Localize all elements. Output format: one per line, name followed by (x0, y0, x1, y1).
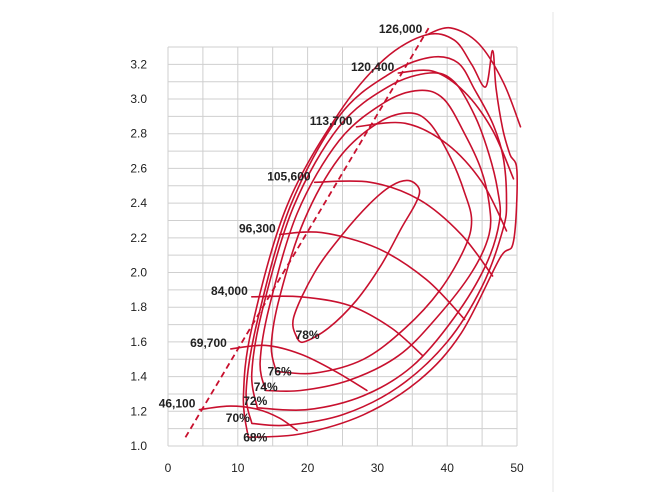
speed-line (198, 405, 298, 432)
speed-line (230, 344, 368, 392)
y-tick-label: 1.2 (130, 404, 147, 418)
speed-line-label: 120,400 (351, 60, 395, 74)
axis-tick-labels: 0 10 20 30 40 50 1.0 1.2 1.4 1.6 1.8 2.0 2.2 2.4 2.6 2.… (130, 57, 524, 475)
speed-line-label: 113,700 (310, 114, 353, 128)
efficiency-island-line (245, 55, 508, 427)
speed-line-label: 105,600 (267, 169, 311, 183)
y-tick-label: 2.4 (130, 196, 147, 210)
speed-line-label: 126,000 (379, 22, 423, 36)
efficiency-island-line (292, 179, 421, 344)
speed-line-label: 96,300 (239, 221, 276, 235)
x-tick-label: 0 (165, 461, 172, 475)
efficiency-island-line (242, 32, 518, 439)
y-tick-label: 2.6 (130, 161, 147, 175)
speed-line-label: 69,700 (190, 336, 227, 350)
y-tick-label: 1.0 (130, 439, 147, 453)
efficiency-label: 70% (226, 411, 250, 425)
speed-line-label: 46,100 (159, 397, 196, 411)
x-tick-label: 10 (231, 461, 245, 475)
efficiency-label: 78% (296, 328, 320, 342)
efficiency-island-line (270, 112, 473, 375)
efficiency-label: 72% (243, 394, 267, 408)
y-tick-label: 2.0 (130, 266, 147, 280)
x-tick-label: 50 (510, 461, 524, 475)
speed-line (355, 121, 508, 232)
y-tick-label: 2.2 (130, 231, 147, 245)
efficiency-island-line (259, 89, 492, 393)
speed-line (278, 231, 466, 321)
speed-line (397, 69, 515, 180)
speed-line (313, 180, 494, 277)
x-tick-label: 40 (441, 461, 455, 475)
efficiency-label: 74% (254, 380, 278, 394)
efficiency-label: 76% (268, 364, 292, 378)
x-tick-label: 20 (301, 461, 315, 475)
map-curves (184, 25, 522, 439)
speed-line (251, 295, 424, 357)
speed-line (425, 26, 522, 128)
speed-line-label: 84,000 (211, 284, 248, 298)
efficiency-label: 68% (243, 430, 267, 444)
y-tick-label: 1.8 (130, 300, 147, 314)
y-tick-label: 2.8 (130, 127, 147, 141)
y-tick-label: 3.2 (130, 57, 147, 71)
x-tick-label: 30 (371, 461, 385, 475)
y-tick-label: 3.0 (130, 92, 147, 106)
y-tick-label: 1.6 (130, 335, 147, 349)
curve-labels: 68% 70% 72%74% 76% 78% 46,100 69,700 84,000 96,3… (159, 22, 423, 444)
y-tick-label: 1.4 (130, 370, 147, 384)
efficiency-island-line (250, 72, 502, 412)
grid (167, 46, 518, 447)
